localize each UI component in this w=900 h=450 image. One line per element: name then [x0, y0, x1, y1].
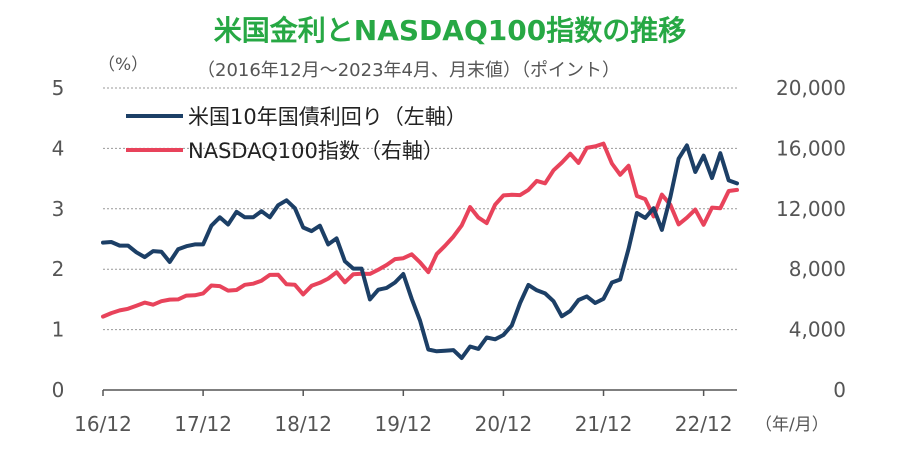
x-tick-label: 16/12 [74, 412, 132, 436]
chart-subtitle: （2016年12月～2023年4月、月末値）（ポイント） [197, 60, 620, 81]
right-tick-label: 0 [833, 378, 846, 402]
x-tick-label: 18/12 [274, 412, 332, 436]
series-lines [101, 141, 739, 360]
left-tick-label: 5 [52, 76, 65, 100]
legend-label-yield: 米国10年国債利回り（左軸） [188, 105, 467, 129]
right-tick-label: 8,000 [789, 257, 846, 281]
x-tick-label: 17/12 [174, 412, 232, 436]
right-tick-label: 20,000 [776, 76, 846, 100]
right-tick-label: 12,000 [776, 197, 846, 221]
left-axis-unit: （%） [98, 55, 148, 75]
gridlines [103, 87, 737, 331]
right-tick-label: 16,000 [776, 136, 846, 160]
series-line-yield [101, 143, 739, 360]
chart-title: 米国金利とNASDAQ100指数の推移 [214, 14, 686, 47]
legend: 米国10年国債利回り（左軸） NASDAQ100指数（右軸） [126, 105, 467, 163]
right-tick-label: 4,000 [789, 318, 846, 342]
legend-label-nasdaq: NASDAQ100指数（右軸） [188, 139, 444, 163]
x-axis-unit: （年/月） [755, 415, 829, 435]
left-tick-label: 2 [52, 257, 65, 281]
x-tick-label: 22/12 [675, 412, 733, 436]
x-axis: 16/12 17/12 18/12 19/12 20/12 21/12 22/12 [74, 390, 732, 436]
left-tick-label: 1 [52, 318, 65, 342]
x-tick-label: 21/12 [575, 412, 633, 436]
left-axis: 0 1 2 3 4 5 [52, 76, 65, 402]
left-tick-label: 0 [52, 378, 65, 402]
left-tick-label: 4 [52, 136, 65, 160]
x-tick-label: 20/12 [475, 412, 533, 436]
left-tick-label: 3 [52, 197, 65, 221]
series-line-nasdaq [101, 141, 739, 319]
x-tick-label: 19/12 [374, 412, 432, 436]
right-axis: 0 4,000 8,000 12,000 16,000 20,000 [776, 76, 846, 402]
